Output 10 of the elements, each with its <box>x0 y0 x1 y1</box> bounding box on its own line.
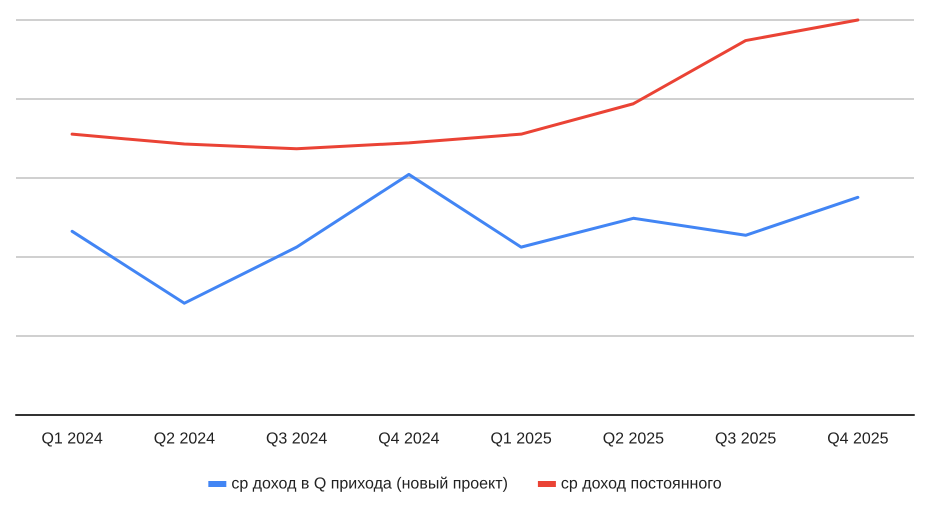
x-tick-label: Q4 2025 <box>827 430 889 448</box>
x-tick-label: Q3 2024 <box>266 430 328 448</box>
legend-label: ср доход постоянного <box>560 476 722 492</box>
legend-label: ср доход в Q прихода (новый проект) <box>231 476 508 492</box>
x-tick-label: Q2 2024 <box>154 430 216 448</box>
x-tick-label: Q2 2025 <box>602 430 664 448</box>
x-tick-label: Q3 2025 <box>714 430 776 448</box>
x-tick-label: Q1 2024 <box>41 430 103 448</box>
x-tick-label: Q1 2025 <box>490 430 552 448</box>
x-tick-label: Q4 2024 <box>378 430 440 448</box>
